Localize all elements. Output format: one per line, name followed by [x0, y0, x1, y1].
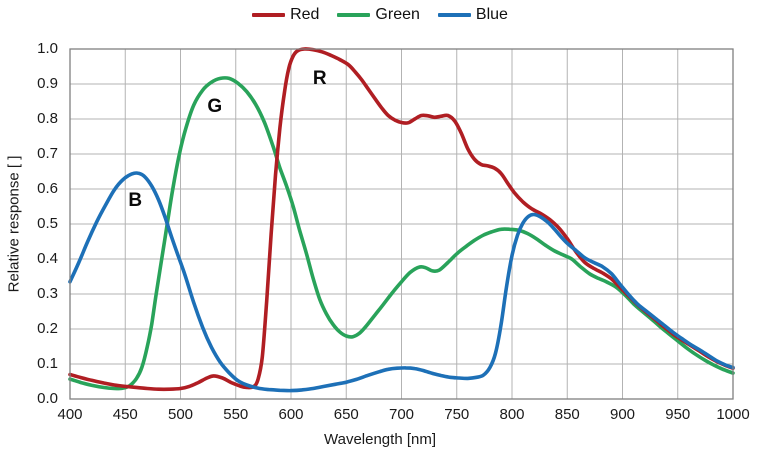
y-tick-label: 0.4 — [37, 250, 58, 267]
legend-item-green: Green — [337, 6, 420, 24]
y-tick-label: 0.3 — [37, 285, 58, 302]
y-tick-label: 1.0 — [37, 40, 58, 57]
green-line-swatch-icon — [337, 13, 371, 17]
x-axis-title: Wavelength [nm] — [324, 431, 436, 448]
x-tick-label: 900 — [609, 406, 636, 423]
curve-label-r: R — [312, 67, 327, 89]
legend-item-blue: Blue — [437, 6, 508, 24]
x-tick-label: 600 — [278, 406, 304, 423]
x-tick-label: 750 — [444, 406, 470, 423]
y-tick-label: 0.9 — [37, 75, 58, 92]
y-tick-label: 0.7 — [37, 145, 58, 162]
legend-label: Green — [375, 6, 420, 23]
series-curve-green — [68, 76, 735, 391]
grid — [69, 48, 734, 400]
red-line-swatch-icon — [252, 13, 286, 17]
x-tick-label: 650 — [333, 406, 359, 423]
x-tick-label: 800 — [499, 406, 525, 423]
x-tick-label: 1000 — [716, 406, 750, 423]
legend-item-red: Red — [252, 6, 319, 24]
x-tick-label: 950 — [665, 406, 691, 423]
x-tick-label: 500 — [167, 406, 194, 423]
series-curve-red — [68, 47, 735, 392]
legend: Red Green Blue — [0, 6, 760, 24]
curve-label-g: G — [207, 95, 223, 117]
plot-border — [69, 48, 734, 400]
legend-label: Red — [290, 6, 320, 23]
y-tick-label: 0.6 — [37, 180, 58, 197]
y-tick-label: 0.0 — [37, 390, 58, 407]
y-tick-label: 0.8 — [37, 110, 58, 127]
x-tick-label: 400 — [57, 406, 83, 423]
legend-label: Blue — [475, 6, 508, 23]
y-tick-label: 0.2 — [37, 320, 58, 337]
x-tick-label: 550 — [223, 406, 249, 423]
y-tick-label: 0.5 — [37, 215, 58, 232]
blue-line-swatch-icon — [437, 13, 471, 17]
x-tick-label: 450 — [112, 406, 138, 423]
series-curve-blue — [68, 171, 735, 393]
curve-label-b: B — [128, 190, 143, 212]
x-tick-label: 850 — [554, 406, 580, 423]
y-tick-label: 0.1 — [37, 355, 58, 372]
y-axis-title: Relative response [ ] — [5, 155, 23, 293]
x-tick-label: 700 — [388, 406, 415, 423]
